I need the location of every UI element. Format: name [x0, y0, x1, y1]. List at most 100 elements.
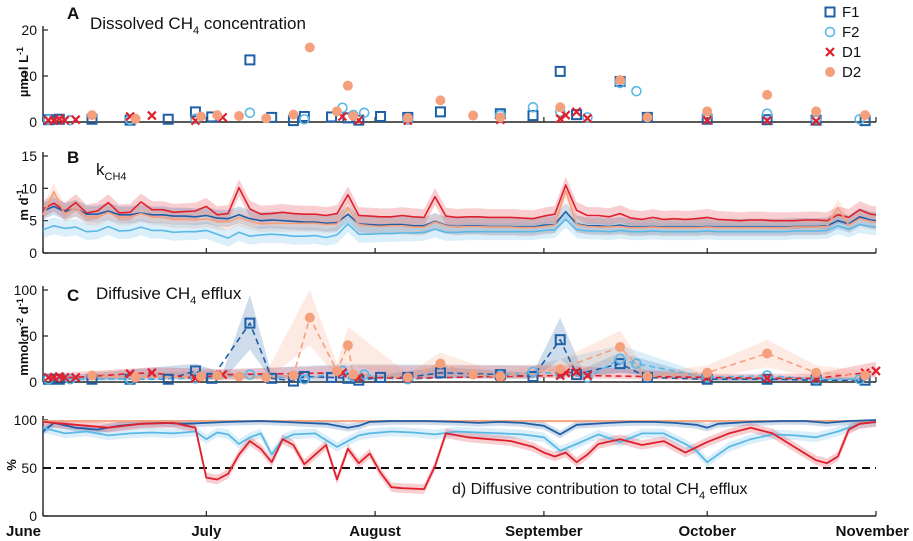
marker-D2: [332, 365, 342, 376]
marker-D1: [571, 367, 582, 377]
marker-D2: [261, 113, 272, 124]
x-tick-label: September: [505, 523, 583, 540]
panel-c-title: Diffusive CH4 efflux: [96, 284, 242, 307]
marker-D2: [348, 111, 359, 122]
marker-F2: [631, 85, 642, 97]
x-tick-label: August: [349, 523, 401, 540]
marker-D2: [555, 102, 566, 113]
marker-D2: [702, 367, 713, 378]
marker-D2: [304, 312, 315, 323]
marker-D2: [811, 106, 822, 117]
x-tick-label: July: [191, 523, 222, 540]
marker-D2: [342, 80, 353, 91]
y-tick-label: 10: [21, 180, 37, 196]
marker-F1: [554, 65, 566, 77]
marker-D2: [342, 340, 353, 351]
marker-D2: [304, 42, 315, 53]
panel-c-ylabel: mmol m-2 d-1: [15, 298, 31, 375]
panel-d-ylabel: %: [4, 459, 19, 471]
marker-F2: [358, 107, 370, 119]
marker-F2: [582, 112, 593, 123]
x-axis: June July August September October November: [6, 523, 909, 540]
marker-D1: [59, 372, 70, 383]
band-F2: [48, 345, 860, 382]
legend-marker-F2: [824, 26, 836, 38]
marker-D2: [860, 110, 871, 121]
marker-D1: [147, 110, 157, 121]
marker-D2: [195, 371, 206, 382]
marker-D2: [288, 109, 299, 120]
marker-D2: [435, 95, 446, 106]
panel-d: 0 50 100: [14, 412, 877, 524]
marker-F2: [299, 113, 310, 125]
marker-D2: [332, 106, 342, 117]
marker-F1: [244, 54, 256, 66]
marker-D2: [402, 112, 413, 123]
y-tick-label: 20: [21, 22, 37, 38]
legend-marker-F1: [824, 6, 836, 18]
marker-D2: [234, 371, 244, 382]
band-F1: [43, 198, 876, 236]
marker-D1: [560, 110, 571, 120]
series-line-F2: [42, 218, 877, 239]
marker-F1: [554, 334, 566, 346]
panel-b-title: kCH4: [96, 160, 127, 183]
marker-D1: [811, 116, 821, 126]
marker-F1: [614, 358, 626, 370]
marker-D1: [70, 114, 81, 125]
y-tick-label: 0: [29, 374, 37, 390]
marker-F2: [527, 366, 539, 378]
legend-label-D2: D2: [842, 64, 861, 81]
marker-F1: [527, 370, 539, 382]
marker-D2: [615, 75, 626, 86]
marker-D1: [762, 115, 772, 126]
band-D1: [43, 420, 876, 494]
panel-letter-b: B: [67, 148, 79, 167]
y-tick-label: 5: [29, 213, 37, 229]
marker-D1: [147, 368, 157, 378]
marker-D2: [130, 113, 141, 124]
legend-label-D1: D1: [842, 44, 861, 61]
marker-F2: [358, 369, 370, 380]
y-tick-label: 10: [21, 68, 37, 84]
band-F1: [43, 420, 876, 439]
panel-a: 0 10 20: [21, 22, 877, 130]
marker-D1: [871, 366, 881, 376]
marker-F2: [761, 370, 773, 381]
panel-c: 0 50 100: [14, 282, 881, 390]
marker-D1: [582, 113, 593, 124]
marker-F1: [571, 369, 583, 381]
marker-D1: [571, 107, 582, 117]
marker-F2: [614, 353, 626, 365]
marker-D2: [87, 370, 97, 381]
marker-F1: [162, 113, 174, 125]
marker-D2: [435, 358, 446, 369]
band-F2: [43, 211, 876, 247]
legend-marker-D1: [825, 47, 835, 57]
marker-F2: [761, 108, 773, 120]
marker-F2: [527, 101, 539, 113]
marker-D1: [762, 373, 772, 384]
marker-D2: [468, 110, 479, 121]
marker-D2: [288, 370, 299, 381]
marker-D2: [195, 111, 206, 122]
panel-b-ylabel: m d-1: [15, 189, 31, 220]
marker-D2: [555, 364, 566, 375]
marker-D2: [261, 372, 272, 383]
band-D1: [43, 176, 876, 230]
marker-D2: [212, 110, 223, 121]
y-tick-label: 50: [21, 328, 37, 344]
marker-D2: [642, 112, 653, 123]
y-tick-label: 0: [29, 245, 37, 261]
marker-F1: [189, 365, 201, 377]
x-tick-label: November: [836, 523, 910, 540]
marker-D2: [87, 110, 97, 121]
marker-F1: [244, 317, 256, 329]
series-line-F2: [42, 421, 877, 464]
marker-F2: [299, 373, 310, 385]
series-line-D1: [48, 370, 877, 380]
marker-F2: [631, 358, 642, 369]
legend: F1 F2 D1 D2: [824, 4, 861, 81]
series-line-D2: [91, 316, 866, 379]
